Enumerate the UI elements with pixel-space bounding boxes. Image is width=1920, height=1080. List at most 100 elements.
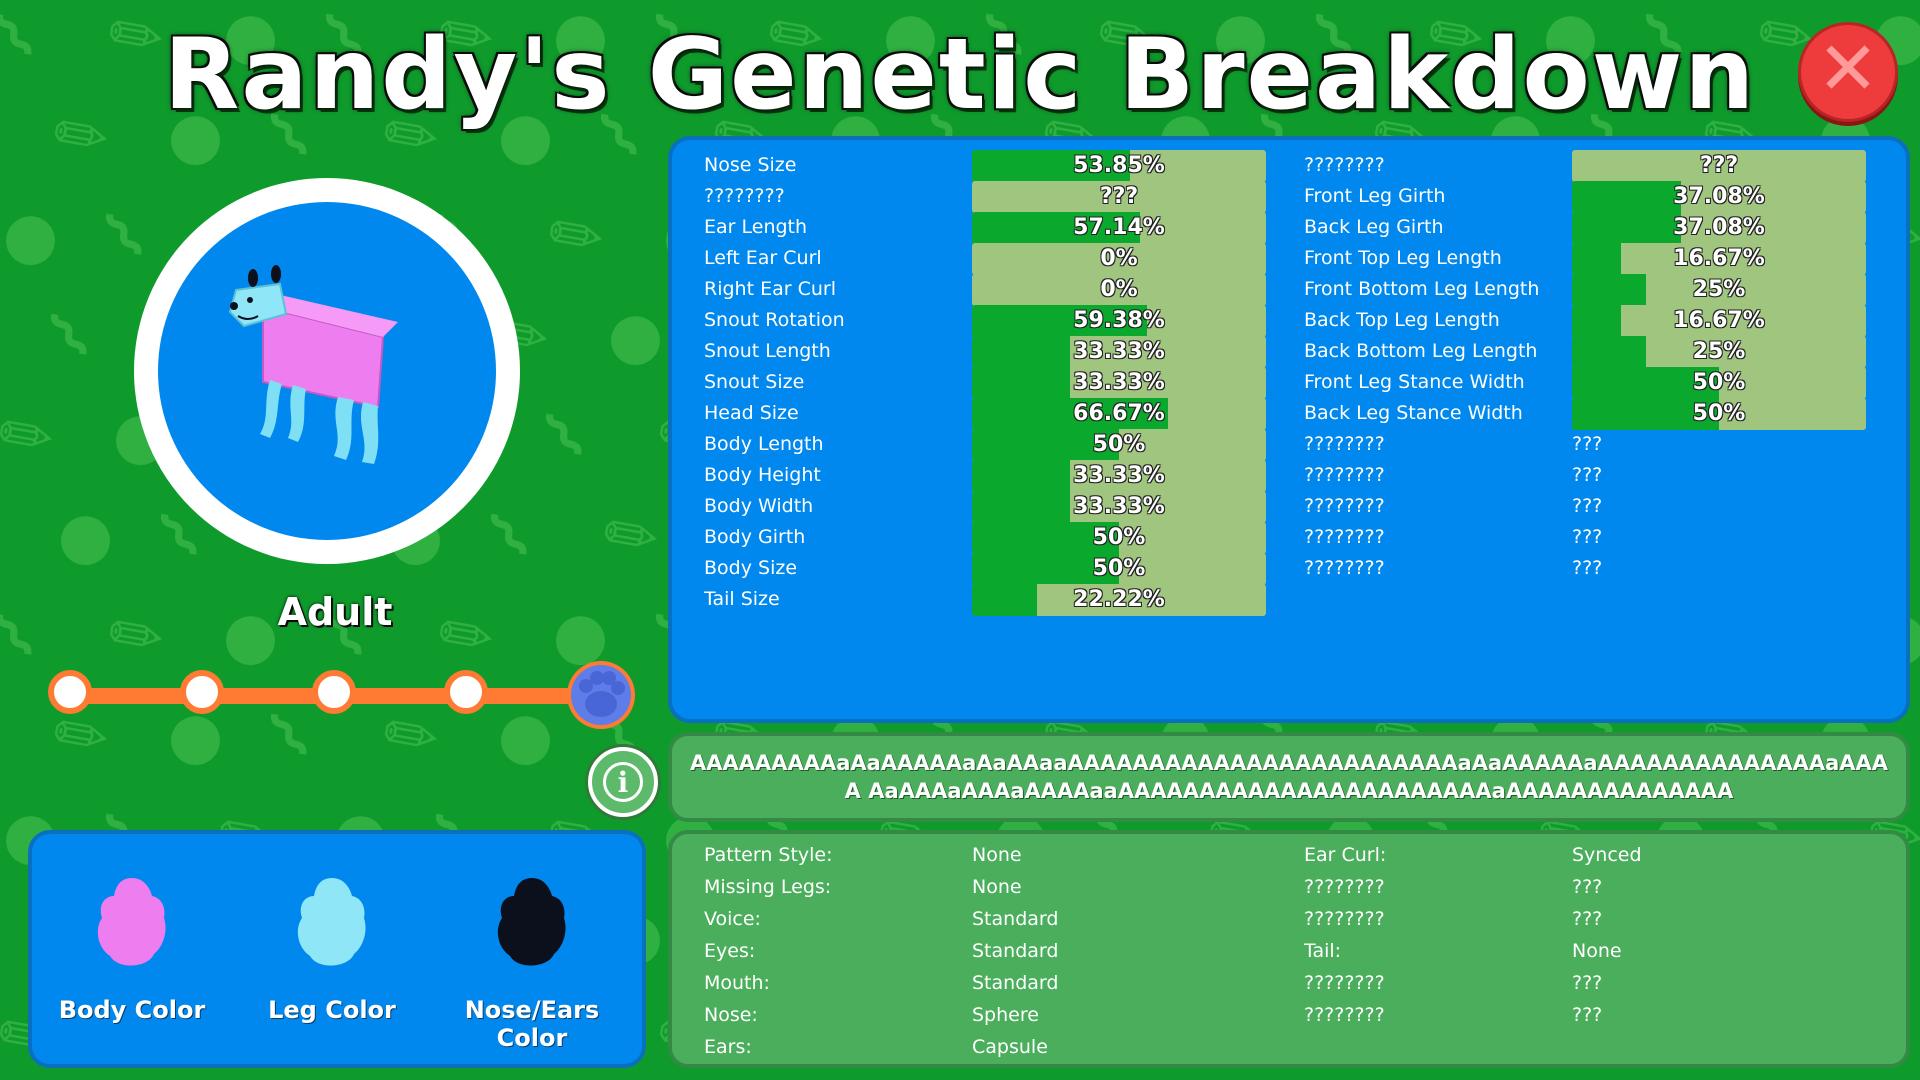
stat-value: 50% xyxy=(1092,432,1146,457)
stat-value: 25% xyxy=(1692,339,1746,364)
stat-label: Head Size xyxy=(704,402,799,424)
trait-row: Voice: Standard xyxy=(704,908,1264,936)
stat-bar: ??? xyxy=(972,181,1266,213)
trait-value: ??? xyxy=(1572,876,1603,898)
stat-bar-fill xyxy=(1572,398,1719,430)
stat-bar: 50% xyxy=(972,429,1266,461)
stat-value: 16.67% xyxy=(1673,246,1765,271)
stat-row: ??????????? xyxy=(704,181,1284,213)
trait-row: Nose: Sphere xyxy=(704,1004,1264,1032)
stat-bar: 50% xyxy=(1572,367,1866,399)
stat-bar-fill xyxy=(1572,212,1681,244)
stat-value: ??? xyxy=(1699,153,1739,178)
stat-bar-fill xyxy=(1572,305,1621,337)
trait-value: None xyxy=(972,844,1022,866)
stat-bar: 57.14% xyxy=(972,212,1266,244)
trait-label: Voice: xyxy=(704,908,761,930)
stat-bar: 50% xyxy=(1572,398,1866,430)
egg-icon: ● xyxy=(1908,890,1920,984)
stat-bar: 0% xyxy=(972,243,1266,275)
nose-ears-color-swatch[interactable]: Nose/Ears Color xyxy=(432,874,632,1052)
nose-ears-color-label: Nose/Ears Color xyxy=(464,996,600,1052)
stat-value: ??? xyxy=(1572,557,1603,579)
stat-row: Snout Length 33.33% xyxy=(704,336,1284,368)
dna-icon: ⌇ xyxy=(91,197,160,277)
stat-label: ???????? xyxy=(1304,495,1385,517)
close-button[interactable]: ✕ xyxy=(1798,22,1898,122)
stat-label: ???????? xyxy=(704,185,785,207)
trait-value: Synced xyxy=(1572,844,1642,866)
stat-row: ??????????? xyxy=(1304,553,1884,585)
stat-value: 57.14% xyxy=(1073,215,1165,240)
stat-row: ??????????? xyxy=(1304,522,1884,554)
stat-bar: 33.33% xyxy=(972,336,1266,368)
stat-label: Snout Rotation xyxy=(704,309,845,331)
stat-row: Nose Size 53.85% xyxy=(704,150,1284,182)
stat-bar-fill xyxy=(972,150,1131,182)
trait-value: ??? xyxy=(1572,1004,1603,1026)
info-button[interactable]: i xyxy=(588,747,658,817)
stat-label: Body Size xyxy=(704,557,798,579)
stat-bar: 25% xyxy=(1572,274,1866,306)
stat-label: Back Bottom Leg Length xyxy=(1304,340,1538,362)
stat-bar: 22.22% xyxy=(972,584,1266,616)
stat-label: ???????? xyxy=(1304,154,1385,176)
trait-row: Ears: Capsule xyxy=(704,1036,1264,1064)
stat-label: ???????? xyxy=(1304,464,1385,486)
leg-color-paw-icon xyxy=(297,878,366,966)
trait-row: Eyes: Standard xyxy=(704,940,1264,968)
syringe-icon: ✎ xyxy=(368,691,455,783)
nose-ears-color-paw-icon xyxy=(497,878,566,966)
stat-bar-fill xyxy=(972,367,1070,399)
stat-value: 37.08% xyxy=(1673,215,1765,240)
trait-label: Eyes: xyxy=(704,940,756,962)
trait-row: ??????????? xyxy=(1304,908,1864,936)
trait-label: Ears: xyxy=(704,1036,752,1058)
stat-value: ??? xyxy=(1572,495,1603,517)
stat-value: 0% xyxy=(1100,246,1138,271)
stat-value: 59.38% xyxy=(1073,308,1165,333)
stat-bar-fill xyxy=(972,212,1140,244)
egg-icon: ● xyxy=(38,490,128,584)
stat-bar: 16.67% xyxy=(1572,243,1866,275)
stat-row: ??????????? xyxy=(1304,491,1884,523)
pet-avatar-frame xyxy=(134,178,520,564)
syringe-icon: ✎ xyxy=(533,191,620,283)
pet-model-icon xyxy=(228,265,398,464)
stat-value: 53.85% xyxy=(1073,153,1165,178)
leg-color-swatch[interactable]: Leg Color xyxy=(232,874,432,1024)
stat-bar: 33.33% xyxy=(972,460,1266,492)
trait-label: Nose: xyxy=(704,1004,758,1026)
stat-bar: 33.33% xyxy=(972,491,1266,523)
trait-value: Capsule xyxy=(972,1036,1048,1058)
stat-row: Back Bottom Leg Length 25% xyxy=(1304,336,1884,368)
stat-row: Front Bottom Leg Length 25% xyxy=(1304,274,1884,306)
egg-icon: ● xyxy=(0,190,73,284)
stat-label: ???????? xyxy=(1304,557,1385,579)
stat-bar: 25% xyxy=(1572,336,1866,368)
stat-label: Back Top Leg Length xyxy=(1304,309,1500,331)
stat-bar-fill xyxy=(1572,274,1646,306)
stat-row: Back Leg Stance Width 50% xyxy=(1304,398,1884,430)
trait-label: Tail: xyxy=(1304,940,1342,962)
info-icon: i xyxy=(603,762,643,802)
stat-value: 33.33% xyxy=(1073,339,1165,364)
trait-value: None xyxy=(1572,940,1622,962)
stat-row: Front Leg Girth 37.08% xyxy=(1304,181,1884,213)
stat-bar-fill xyxy=(1572,336,1646,368)
stat-row: Back Top Leg Length 16.67% xyxy=(1304,305,1884,337)
paw-icon xyxy=(567,661,635,729)
stat-value: 50% xyxy=(1092,556,1146,581)
stat-row: Back Leg Girth 37.08% xyxy=(1304,212,1884,244)
stat-label: Front Leg Stance Width xyxy=(1304,371,1525,393)
stat-value: ??? xyxy=(1572,464,1603,486)
stat-bar-fill xyxy=(972,398,1168,430)
stat-bar-fill xyxy=(972,305,1147,337)
stat-value: ??? xyxy=(1572,433,1603,455)
stat-label: Snout Size xyxy=(704,371,805,393)
stat-bar-fill xyxy=(972,429,1119,461)
body-color-swatch[interactable]: Body Color xyxy=(32,874,232,1024)
stat-value: 0% xyxy=(1100,277,1138,302)
stat-label: Back Leg Stance Width xyxy=(1304,402,1523,424)
trait-row: Mouth: Standard xyxy=(704,972,1264,1000)
